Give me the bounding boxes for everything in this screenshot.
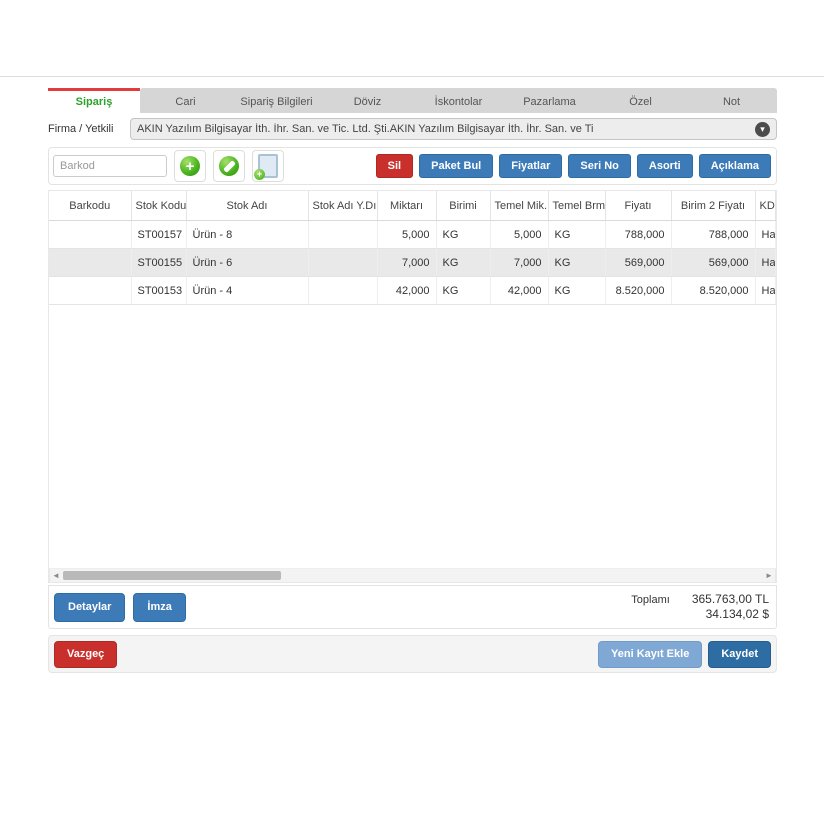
action-bar: Vazgeç Yeni Kayıt Ekle Kaydet [48, 635, 777, 673]
scrollbar-thumb[interactable] [63, 571, 281, 580]
scroll-right-icon[interactable]: ► [765, 571, 773, 580]
tab-pazarlama[interactable]: Pazarlama [504, 88, 595, 113]
tab-bar: Sipariş Cari Sipariş Bilgileri Döviz İsk… [48, 88, 777, 113]
asorti-button[interactable]: Asorti [636, 154, 693, 178]
col-stok-adi-ydil[interactable]: Stok Adı Y.Dı: [308, 191, 378, 221]
add-document-button[interactable]: + [252, 150, 284, 182]
tab-not[interactable]: Not [686, 88, 777, 113]
chevron-down-icon[interactable]: ▾ [755, 121, 770, 137]
detaylar-button[interactable]: Detaylar [54, 592, 126, 622]
tab-ozel[interactable]: Özel [595, 88, 686, 113]
table-header-row: Barkodu Stok Kodu Stok Adı Stok Adı Y.Dı… [49, 191, 776, 221]
col-barkodu[interactable]: Barkodu [49, 191, 132, 221]
horizontal-scrollbar[interactable]: ◄ ► [49, 568, 776, 583]
table-row[interactable]: ST00157 Ürün - 8 5,000 KG 5,000 KG 788,0… [49, 220, 776, 249]
fiyatlar-button[interactable]: Fiyatlar [499, 154, 563, 178]
add-document-icon: + [254, 154, 278, 180]
total-tl: 365.763,00 TL [691, 592, 769, 606]
grid-empty-area [49, 305, 776, 568]
firma-yetkili-select[interactable]: AKIN Yazılım Bilgisayar İth. İhr. San. v… [130, 118, 777, 140]
clear-button[interactable] [213, 150, 245, 182]
seri-no-button[interactable]: Seri No [568, 154, 631, 178]
col-temel-mik[interactable]: Temel Mik. [490, 191, 549, 221]
scroll-left-icon[interactable]: ◄ [52, 571, 60, 580]
aciklama-button[interactable]: Açıklama [698, 154, 771, 178]
toolbar-buttons: Sil Paket Bul Fiyatlar Seri No Asorti Aç… [375, 148, 771, 184]
add-row-button[interactable]: + [174, 150, 206, 182]
page-divider [0, 76, 824, 77]
order-entry-panel: Sipariş Cari Sipariş Bilgileri Döviz İsk… [48, 88, 777, 673]
firma-yetkili-label: Firma / Yetkili [48, 123, 114, 135]
order-lines-grid: Barkodu Stok Kodu Stok Adı Stok Adı Y.Dı… [48, 190, 777, 583]
col-birim2-fiyati[interactable]: Birim 2 Fiyatı [671, 191, 756, 221]
firma-row: Firma / Yetkili AKIN Yazılım Bilgisayar … [48, 117, 777, 141]
col-stok-kodu[interactable]: Stok Kodu [131, 191, 187, 221]
imza-button[interactable]: İmza [133, 592, 186, 622]
paket-bul-button[interactable]: Paket Bul [419, 154, 494, 178]
toolbar: + + Sil Paket Bul Fiyatlar Seri No Asort… [48, 147, 777, 185]
firma-yetkili-value: AKIN Yazılım Bilgisayar İth. İhr. San. v… [137, 123, 594, 135]
col-miktari[interactable]: Miktarı [377, 191, 437, 221]
totals-block: Toplamı 365.763,00 TL 34.134,02 $ [631, 592, 771, 622]
col-birimi[interactable]: Birimi [436, 191, 491, 221]
toplami-label: Toplamı [631, 594, 670, 606]
tab-cari[interactable]: Cari [140, 88, 231, 113]
col-kdv[interactable]: KD [755, 191, 776, 221]
clear-icon [219, 156, 239, 176]
sil-button[interactable]: Sil [375, 154, 414, 178]
col-temel-brm[interactable]: Temel Brm [548, 191, 606, 221]
table-row[interactable]: ST00155 Ürün - 6 7,000 KG 7,000 KG 569,0… [49, 248, 776, 277]
tab-siparis-bilgileri[interactable]: Sipariş Bilgileri [231, 88, 322, 113]
tab-siparis[interactable]: Sipariş [48, 88, 140, 113]
yeni-kayit-ekle-button[interactable]: Yeni Kayıt Ekle [598, 640, 703, 668]
col-stok-adi[interactable]: Stok Adı [186, 191, 309, 221]
vazgec-button[interactable]: Vazgeç [54, 640, 118, 668]
tab-doviz[interactable]: Döviz [322, 88, 413, 113]
kaydet-button[interactable]: Kaydet [708, 640, 771, 668]
total-usd: 34.134,02 $ [705, 607, 769, 621]
add-icon: + [180, 156, 200, 176]
tab-iskontolar[interactable]: İskontolar [413, 88, 504, 113]
table-row[interactable]: ST00153 Ürün - 4 42,000 KG 42,000 KG 8.5… [49, 276, 776, 305]
col-fiyati[interactable]: Fiyatı [605, 191, 672, 221]
totals-bar: Detaylar İmza Toplamı 365.763,00 TL 34.1… [48, 585, 777, 629]
barkod-input[interactable] [53, 155, 167, 177]
